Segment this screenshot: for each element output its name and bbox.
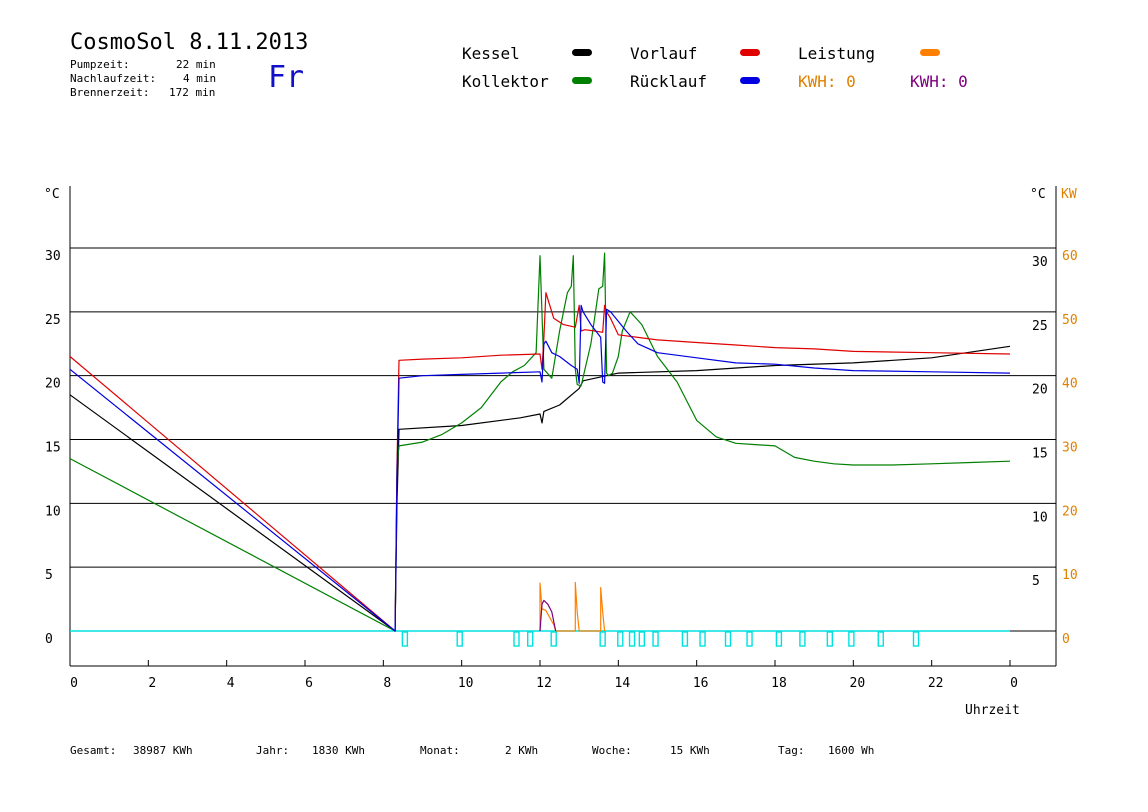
footer-woche-label: Woche: xyxy=(592,744,632,757)
legend-kwh-orange: KWH: 0 xyxy=(798,72,856,91)
y-unit-kw: KW xyxy=(1061,187,1077,202)
y-tick-kw-30: 30 xyxy=(1062,441,1078,456)
legend-leistung-swatch xyxy=(920,49,940,56)
weekday-label: Fr xyxy=(268,60,305,95)
pump-marker-11 xyxy=(699,631,706,647)
series-line-kollektor-1 xyxy=(69,252,1011,632)
pump-marker-2 xyxy=(513,631,520,647)
pump-marker-10 xyxy=(681,631,689,647)
pump-marker-16 xyxy=(826,631,834,647)
footer-monat-label: Monat: xyxy=(420,744,460,757)
y-tick-right-25: 25 xyxy=(1032,319,1048,334)
y-tick-right-5: 5 xyxy=(1032,574,1040,589)
x-tick-12: 0 xyxy=(1010,676,1018,691)
series-line-kwh-5 xyxy=(539,599,557,632)
y-tick-right-15: 15 xyxy=(1032,447,1048,462)
pump-marker-6 xyxy=(617,631,624,647)
y-tick-kw-60: 60 xyxy=(1062,249,1078,264)
pumpzeit-value: 22 min xyxy=(176,58,216,71)
y-tick-right-20: 20 xyxy=(1032,383,1048,398)
y-tick-right-30: 30 xyxy=(1032,255,1048,270)
pump-marker-5 xyxy=(599,631,606,647)
y-tick-left-15: 15 xyxy=(45,441,61,456)
pump-marker-8 xyxy=(638,631,646,647)
pumpzeit-label: Pumpzeit: xyxy=(70,58,130,71)
y-tick-right-10: 10 xyxy=(1032,510,1048,525)
pump-marker-4 xyxy=(550,631,557,647)
legend-vorlauf-swatch xyxy=(740,49,760,56)
pump-marker-15 xyxy=(799,631,806,647)
x-tick-7: 14 xyxy=(615,676,631,691)
pump-marker-14 xyxy=(775,631,783,647)
x-tick-10: 20 xyxy=(850,676,866,691)
series-line-leistung-4 xyxy=(539,581,606,632)
legend-vorlauf: Vorlauf xyxy=(630,44,698,63)
legend-leistung: Leistung xyxy=(798,44,876,63)
x-tick-11: 22 xyxy=(928,676,944,691)
y-tick-kw-40: 40 xyxy=(1062,377,1078,392)
pump-marker-1 xyxy=(456,631,463,647)
x-tick-8: 16 xyxy=(693,676,709,691)
nachlaufzeit-label: Nachlaufzeit: xyxy=(70,72,157,85)
y-unit-left: °C xyxy=(44,187,60,202)
legend-kwh-purple: KWH: 0 xyxy=(910,72,968,91)
footer-jahr-value: 1830 KWh xyxy=(312,744,365,757)
x-tick-0: 0 xyxy=(70,676,78,691)
x-tick-2: 4 xyxy=(227,676,235,691)
pump-marker-0 xyxy=(401,631,409,647)
footer-tag-value: 1600 Wh xyxy=(828,744,875,757)
footer-jahr-label: Jahr: xyxy=(256,744,290,757)
chart-title: CosmoSol 8.11.2013 xyxy=(70,30,309,55)
y-tick-left-10: 10 xyxy=(45,504,61,519)
legend-kollektor-swatch xyxy=(572,77,592,84)
series-line-vorlauf-2 xyxy=(69,292,1011,632)
y-tick-left-25: 25 xyxy=(45,313,61,328)
nachlaufzeit-value: 4 min xyxy=(183,72,217,85)
y-tick-left-0: 0 xyxy=(45,632,53,647)
y-tick-kw-20: 20 xyxy=(1062,504,1078,519)
pump-marker-19 xyxy=(912,631,920,647)
x-tick-6: 12 xyxy=(536,676,552,691)
x-tick-4: 8 xyxy=(383,676,391,691)
pump-marker-3 xyxy=(527,631,534,647)
pump-marker-12 xyxy=(724,631,732,647)
x-axis-label: Uhrzeit xyxy=(965,703,1020,718)
footer-woche-value: 15 KWh xyxy=(670,744,710,757)
series-line-kessel-0 xyxy=(69,345,1011,632)
y-tick-kw-0: 0 xyxy=(1062,632,1070,647)
x-tick-3: 6 xyxy=(305,676,313,691)
brennerzeit-label: Brennerzeit: xyxy=(70,86,150,99)
legend-kollektor: Kollektor xyxy=(462,72,549,91)
y-tick-left-20: 20 xyxy=(45,377,61,392)
footer-gesamt-value: 38987 KWh xyxy=(133,744,193,757)
brennerzeit-value: 172 min xyxy=(169,86,216,99)
y-tick-kw-50: 50 xyxy=(1062,313,1078,328)
footer-tag-label: Tag: xyxy=(778,744,805,757)
footer-gesamt-label: Gesamt: xyxy=(70,744,117,757)
legend-ruecklauf: Rücklauf xyxy=(630,72,708,91)
x-tick-5: 10 xyxy=(458,676,474,691)
legend-kessel-swatch xyxy=(572,49,592,56)
pump-marker-17 xyxy=(848,631,855,647)
y-tick-left-30: 30 xyxy=(45,249,61,264)
x-tick-9: 18 xyxy=(771,676,787,691)
legend-ruecklauf-swatch xyxy=(740,77,760,84)
y-unit-right: °C xyxy=(1030,187,1046,202)
series-line-rcklauf-3 xyxy=(69,304,1011,632)
legend-kessel: Kessel xyxy=(462,44,520,63)
x-tick-1: 2 xyxy=(148,676,156,691)
pump-marker-18 xyxy=(877,631,884,647)
pump-marker-9 xyxy=(652,631,659,647)
pump-marker-13 xyxy=(746,631,753,647)
y-tick-kw-10: 10 xyxy=(1062,568,1078,583)
y-tick-left-5: 5 xyxy=(45,568,53,583)
pump-marker-7 xyxy=(628,631,636,647)
footer-monat-value: 2 KWh xyxy=(505,744,539,757)
